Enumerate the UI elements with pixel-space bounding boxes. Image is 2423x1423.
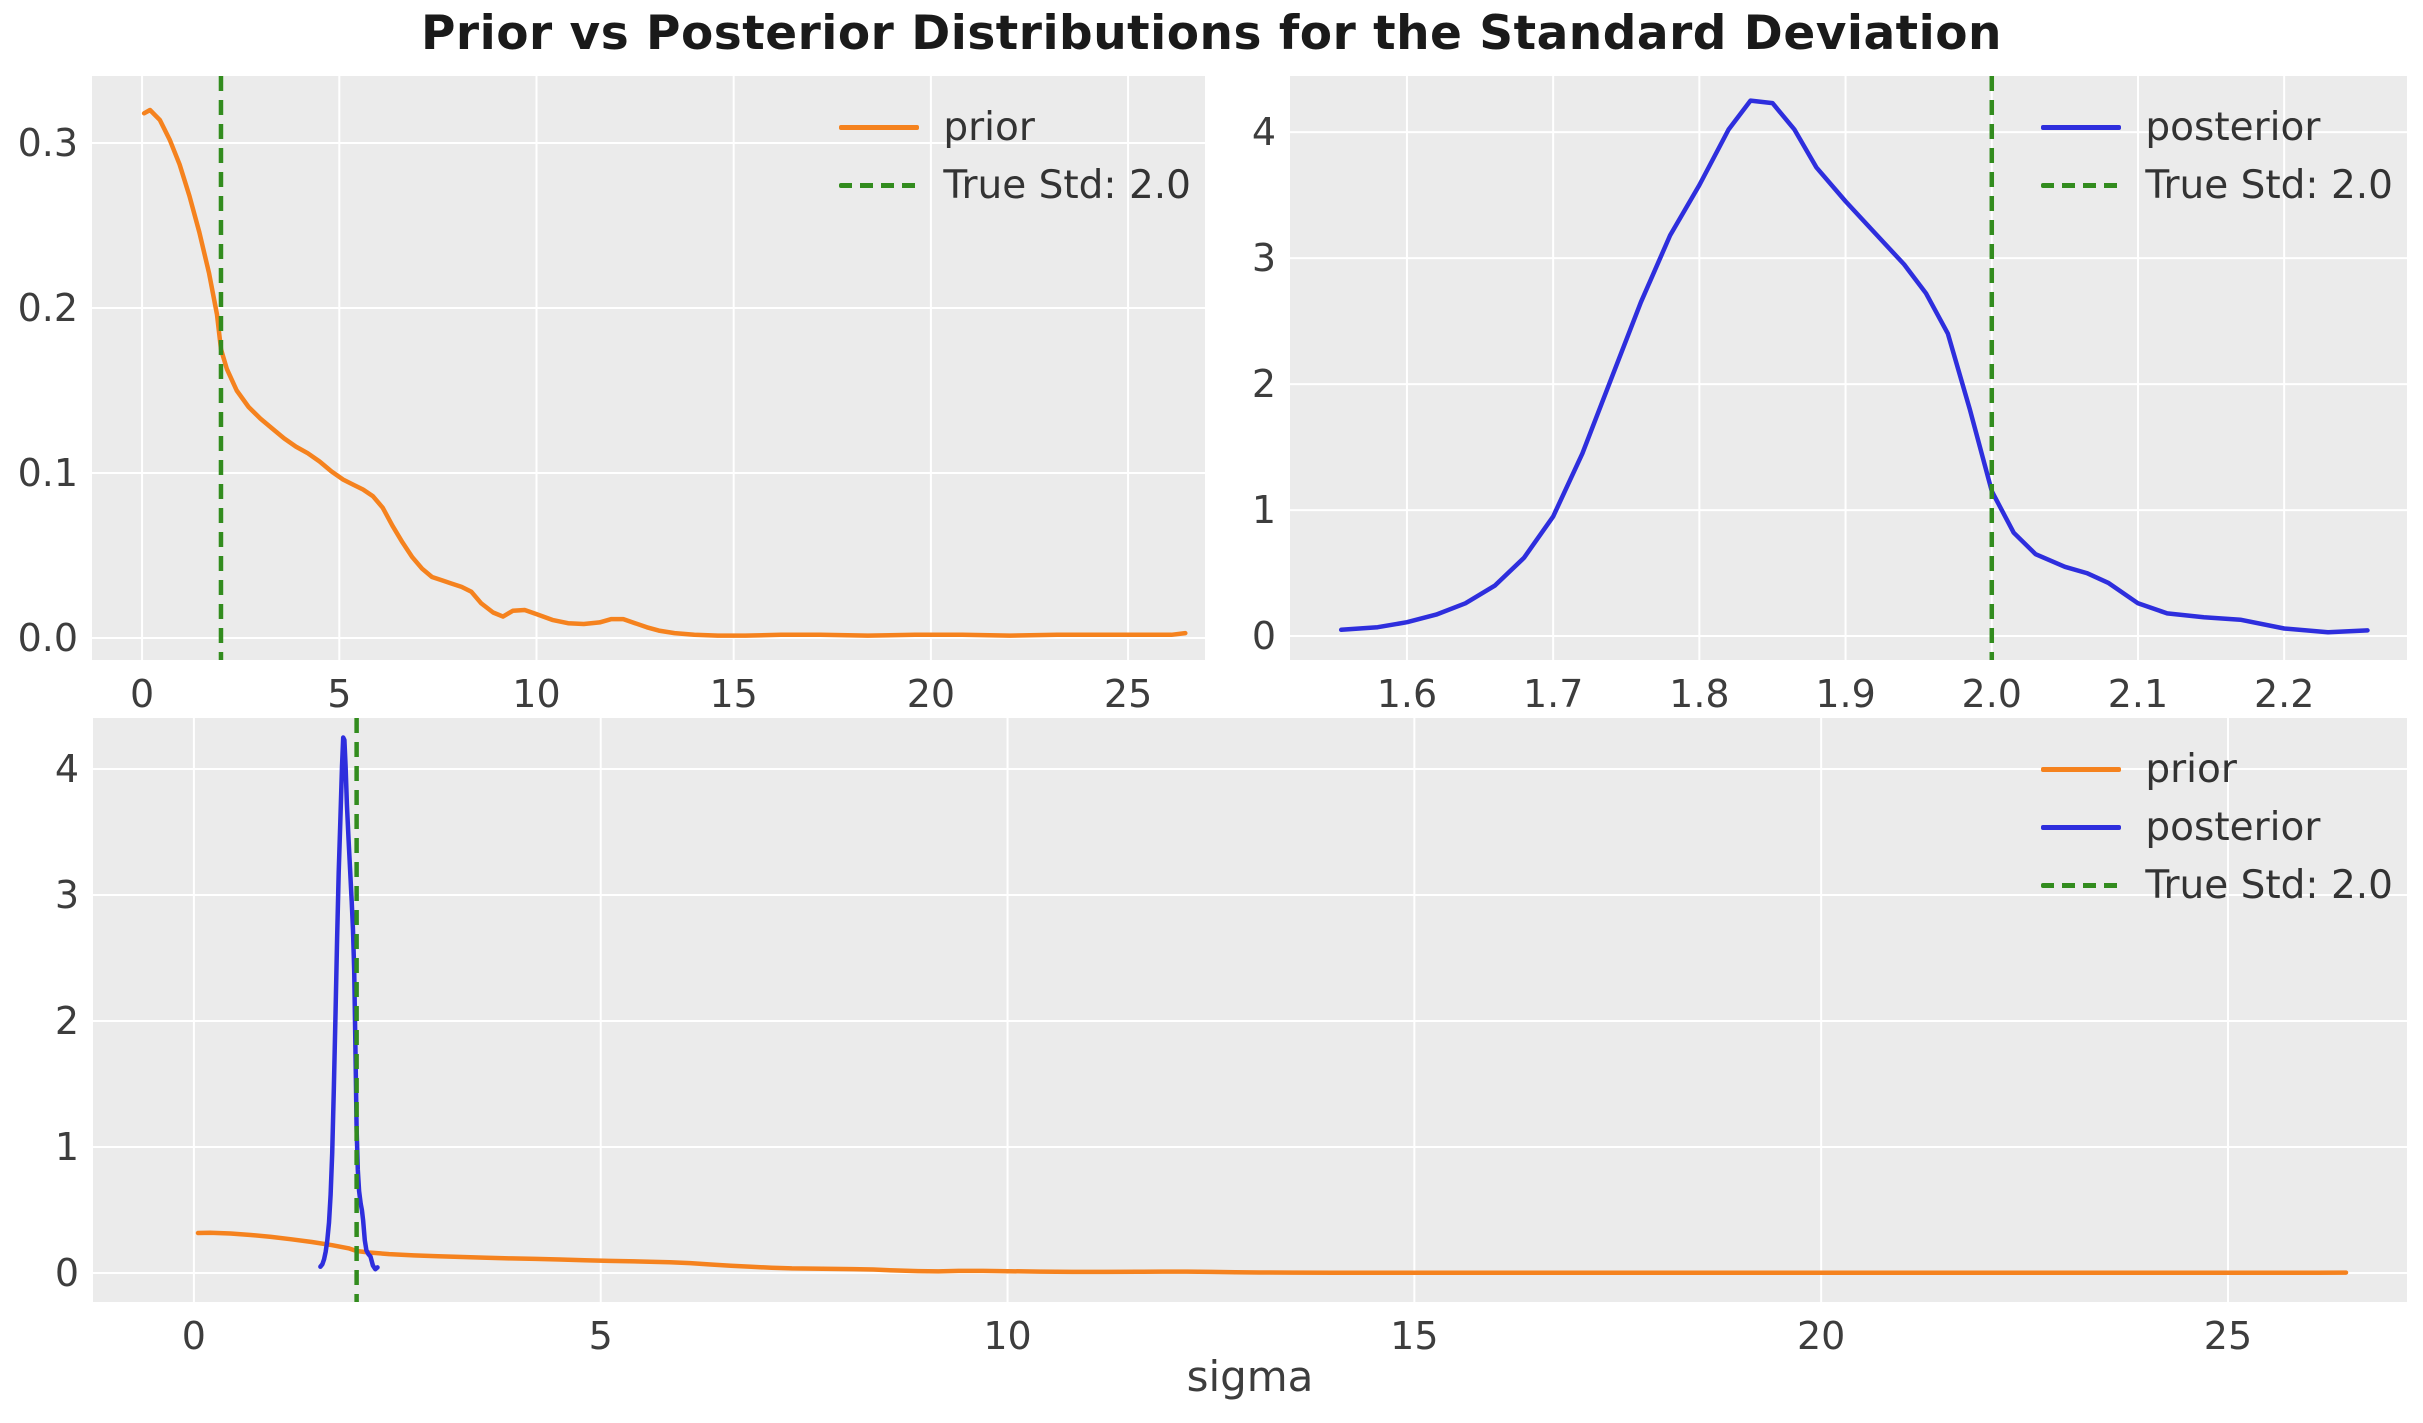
y-tick-label: 2 bbox=[54, 999, 79, 1044]
posterior-distribution-subplot: 1.6 1.7 1.8 1.9 2.0 2.1 2.2 0 1 2 3 4 posterior True … bbox=[1252, 76, 2407, 716]
legend-item: True Std: 2.0 bbox=[2041, 856, 2393, 914]
legend-label: posterior bbox=[2145, 804, 2321, 850]
legend-label: prior bbox=[943, 104, 1035, 150]
y-tick-label: 4 bbox=[1251, 110, 1276, 155]
x-tick-label: 15 bbox=[709, 672, 758, 716]
x-tick-label: 1.7 bbox=[1522, 672, 1584, 716]
legend-label: True Std: 2.0 bbox=[2145, 162, 2393, 208]
y-tick-label: 0.1 bbox=[17, 451, 78, 496]
prior-distribution-subplot: 0 5 10 15 20 25 0.0 0.1 0.2 0.3 prior True Std: 2.0 bbox=[18, 76, 1205, 716]
x-tick-label: 2.1 bbox=[2107, 672, 2169, 716]
x-tick-label: 0 bbox=[181, 1314, 206, 1358]
legend-line-sample bbox=[2041, 824, 2122, 830]
y-tick-label: 0 bbox=[1251, 614, 1276, 659]
posterior-curve bbox=[318, 735, 380, 1272]
x-tick-label: 2.2 bbox=[2253, 672, 2315, 716]
legend-dashed-line-sample bbox=[2041, 182, 2122, 188]
legend-label: posterior bbox=[2145, 104, 2321, 150]
legend-line-sample bbox=[839, 124, 920, 130]
x-tick-label: 10 bbox=[983, 1314, 1032, 1358]
legend-line-sample bbox=[2041, 124, 2122, 130]
y-tick-label: 4 bbox=[54, 747, 79, 792]
legend-label: True Std: 2.0 bbox=[943, 162, 1191, 208]
x-tick-label: 10 bbox=[512, 672, 561, 716]
prior-curve bbox=[195, 1230, 2349, 1276]
y-tick-label: 1 bbox=[1251, 488, 1276, 533]
plot-canvas bbox=[1290, 76, 2407, 660]
posterior-curve bbox=[1338, 98, 2370, 635]
x-tick-label: 15 bbox=[1390, 1314, 1439, 1358]
y-tick-label: 0.0 bbox=[17, 616, 78, 661]
legend-dashed-line-sample bbox=[839, 182, 920, 188]
y-tick-label: 3 bbox=[54, 873, 79, 918]
x-tick-label: 20 bbox=[1796, 1314, 1846, 1358]
x-tick-label: 1.9 bbox=[1815, 672, 1876, 716]
plot-canvas bbox=[92, 76, 1205, 660]
legend: posterior True Std: 2.0 bbox=[2041, 98, 2393, 214]
x-tick-label: 25 bbox=[1103, 672, 1153, 716]
legend-item: posterior bbox=[2041, 798, 2393, 856]
legend-item: posterior bbox=[2041, 98, 2393, 156]
x-tick-label: 1.6 bbox=[1376, 672, 1438, 716]
y-tick-label: 0.2 bbox=[17, 286, 78, 331]
legend: prior posterior True Std: 2.0 bbox=[2041, 740, 2393, 914]
legend-item: prior bbox=[839, 98, 1191, 156]
legend-dashed-line-sample bbox=[2041, 882, 2122, 888]
x-tick-label: 5 bbox=[327, 672, 352, 716]
legend-item: True Std: 2.0 bbox=[2041, 156, 2393, 214]
legend-item: True Std: 2.0 bbox=[839, 156, 1191, 214]
x-tick-label: 5 bbox=[588, 1314, 613, 1358]
plot-canvas bbox=[93, 718, 2407, 1302]
legend-label: True Std: 2.0 bbox=[2145, 862, 2393, 908]
x-axis-label-sigma: sigma bbox=[1186, 1352, 1314, 1401]
legend-label: prior bbox=[2145, 746, 2237, 792]
y-tick-label: 0.3 bbox=[17, 120, 78, 165]
x-tick-label: 2.0 bbox=[1961, 672, 2022, 716]
legend-item: prior bbox=[2041, 740, 2393, 798]
y-tick-label: 0 bbox=[54, 1251, 79, 1296]
y-tick-label: 1 bbox=[54, 1125, 79, 1170]
combined-distribution-subplot: 0 5 10 15 20 25 0 1 2 3 4 prior posterior True Std: 2… bbox=[55, 718, 2407, 1358]
prior-curve bbox=[141, 107, 1188, 638]
legend: prior True Std: 2.0 bbox=[839, 98, 1191, 214]
x-tick-label: 0 bbox=[129, 672, 155, 716]
figure-title: Prior vs Posterior Distributions for the… bbox=[420, 6, 2002, 61]
x-tick-label: 20 bbox=[906, 672, 956, 716]
y-tick-label: 2 bbox=[1251, 362, 1276, 407]
x-tick-label: 1.8 bbox=[1669, 672, 1730, 716]
x-tick-label: 25 bbox=[2203, 1314, 2253, 1358]
y-tick-label: 3 bbox=[1251, 236, 1276, 281]
legend-line-sample bbox=[2041, 766, 2122, 772]
